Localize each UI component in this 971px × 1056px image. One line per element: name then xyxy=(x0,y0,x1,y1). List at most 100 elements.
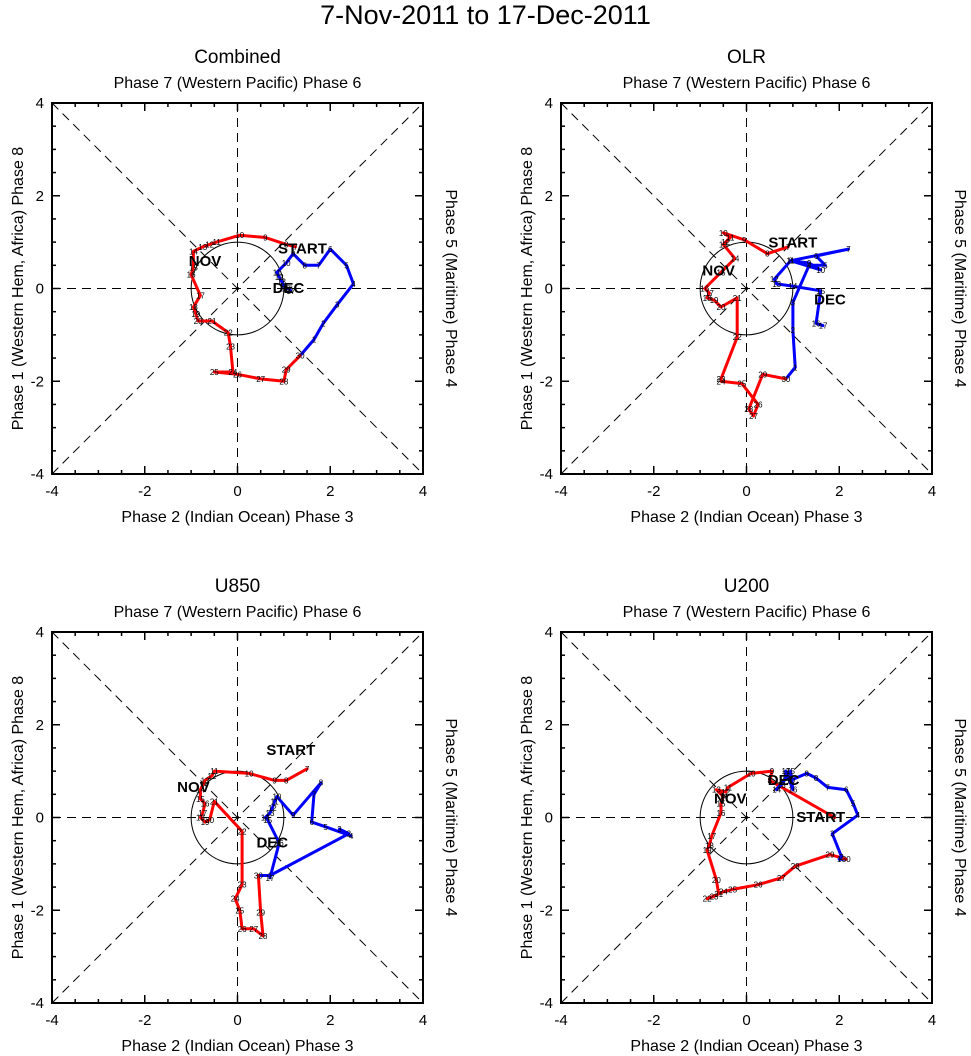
dec-series-line xyxy=(275,247,355,341)
dec-day-label: 6 xyxy=(814,252,819,261)
dec-day-label: 10 xyxy=(786,776,795,785)
nov-day-label: 30 xyxy=(254,871,263,880)
nov-day-label: 23 xyxy=(710,892,719,901)
nov-series-line xyxy=(703,231,790,418)
nov-day-label: 7 xyxy=(786,243,791,252)
nov-day-label: 13 xyxy=(198,243,207,252)
dec-label: DEC xyxy=(814,292,846,309)
dec-day-label: 16 xyxy=(788,786,797,795)
dec-day-label: 17 xyxy=(266,874,275,883)
y-tick-label: -2 xyxy=(31,373,44,390)
y-tick-label: -4 xyxy=(540,466,553,483)
dec-day-label: 11 xyxy=(786,257,795,266)
nov-day-label: 17 xyxy=(196,291,205,300)
x-tick-label: 4 xyxy=(928,483,936,500)
unit-circle xyxy=(190,770,285,865)
nov-day-label: 20 xyxy=(717,303,726,312)
nov-day-label: 26 xyxy=(754,881,763,890)
dec-day-label: 17 xyxy=(286,287,295,296)
nov-day-label: 20 xyxy=(712,876,721,885)
nov-day-label: 25 xyxy=(210,368,219,377)
nov-day-label: 13 xyxy=(712,786,721,795)
nov-day-label: 12 xyxy=(721,238,730,247)
axis-label-right: Phase 5 (Maritime) Phase 4 xyxy=(442,718,459,916)
x-tick-label: 4 xyxy=(419,1012,427,1029)
nov-day-label: 15 xyxy=(717,800,726,809)
panel-title: Combined xyxy=(194,47,281,68)
nov-day-label: 27 xyxy=(249,925,258,934)
nov-day-label: 26 xyxy=(238,925,247,934)
axis-label-right: Phase 5 (Maritime) Phase 4 xyxy=(442,189,459,387)
nov-day-label: 28 xyxy=(744,405,753,414)
x-tick-label: -4 xyxy=(45,483,58,500)
nov-day-label: 18 xyxy=(703,294,712,303)
dec-day-label: 8 xyxy=(303,261,308,270)
y-tick-label: 2 xyxy=(36,717,44,734)
dec-day-label: 7 xyxy=(312,790,317,799)
nov-label: NOV xyxy=(702,263,735,280)
nov-series-line xyxy=(189,233,302,383)
nov-day-label: 13 xyxy=(201,776,210,785)
nov-day-label: 24 xyxy=(228,368,237,377)
axis-label-top: Phase 7 (Western Pacific) Phase 6 xyxy=(114,604,362,621)
dec-day-label: 5 xyxy=(851,800,856,809)
nov-day-label: 8 xyxy=(284,240,289,249)
y-tick-label: 2 xyxy=(36,188,44,205)
dec-day-label: 8 xyxy=(319,779,324,788)
dec-day-label: 9 xyxy=(805,769,810,778)
x-tick-label: -2 xyxy=(138,483,151,500)
dec-day-label: 12 xyxy=(268,804,277,813)
dec-day-label: 7 xyxy=(316,261,321,270)
nov-day-label: 7 xyxy=(293,243,298,252)
dec-day-label: 7 xyxy=(825,783,830,792)
axis-label-top: Phase 7 (Western Pacific) Phase 6 xyxy=(623,604,871,621)
nov-label: NOV xyxy=(189,253,222,270)
nov-day-label: 17 xyxy=(198,809,207,818)
nov-day-label: 21 xyxy=(210,797,219,806)
y-tick-label: 4 xyxy=(545,624,553,641)
nov-series-line xyxy=(705,769,848,901)
x-tick-label: 2 xyxy=(835,483,843,500)
dec-day-label: 12 xyxy=(275,273,284,282)
x-tick-label: 0 xyxy=(233,483,241,500)
dec-day-label: 9 xyxy=(291,250,296,259)
nov-day-label: 15 xyxy=(189,264,198,273)
axis-label-top: Phase 7 (Western Pacific) Phase 6 xyxy=(114,75,362,92)
nov-day-label: 19 xyxy=(191,310,200,319)
dec-day-label: 1 xyxy=(268,871,273,880)
dec-day-label: 2 xyxy=(839,853,844,862)
nov-day-label: 27 xyxy=(256,375,265,384)
nov-day-label: 8 xyxy=(284,776,289,785)
nov-day-label: 11 xyxy=(724,783,733,792)
nov-day-label: 30 xyxy=(296,352,305,361)
x-tick-label: -4 xyxy=(45,1012,58,1029)
nov-day-label: 21 xyxy=(733,294,742,303)
x-tick-label: 2 xyxy=(326,1012,334,1029)
start-label: START xyxy=(768,235,817,252)
dec-day-label: 6 xyxy=(309,818,314,827)
nov-day-label: 24 xyxy=(719,888,728,897)
dec-day-label: 16 xyxy=(284,285,293,294)
axis-label-right: Phase 5 (Maritime) Phase 4 xyxy=(951,189,968,387)
nov-day-label: 11 xyxy=(726,233,735,242)
dec-day-label: 16 xyxy=(812,319,821,328)
nov-day-label: 28 xyxy=(279,377,288,386)
dec-day-label: 13 xyxy=(266,809,275,818)
dec-day-label: 7 xyxy=(846,245,851,254)
dec-series-line xyxy=(263,781,353,880)
axis-label-right: Phase 5 (Maritime) Phase 4 xyxy=(951,718,968,916)
nov-day-label: 20 xyxy=(205,816,214,825)
nov-day-label: 29 xyxy=(826,851,835,860)
nov-label: NOV xyxy=(714,791,747,808)
dec-series-line xyxy=(772,247,850,369)
y-tick-label: 4 xyxy=(36,624,44,641)
nov-day-label: 9 xyxy=(272,776,277,785)
nov-day-label: 16 xyxy=(201,800,210,809)
nov-day-label: 22 xyxy=(224,329,233,338)
dec-day-label: 13 xyxy=(277,278,286,287)
start-label: START xyxy=(796,809,845,826)
nov-day-label: 9 xyxy=(770,767,775,776)
nov-day-label: 12 xyxy=(205,240,214,249)
x-tick-label: -2 xyxy=(647,1012,660,1029)
